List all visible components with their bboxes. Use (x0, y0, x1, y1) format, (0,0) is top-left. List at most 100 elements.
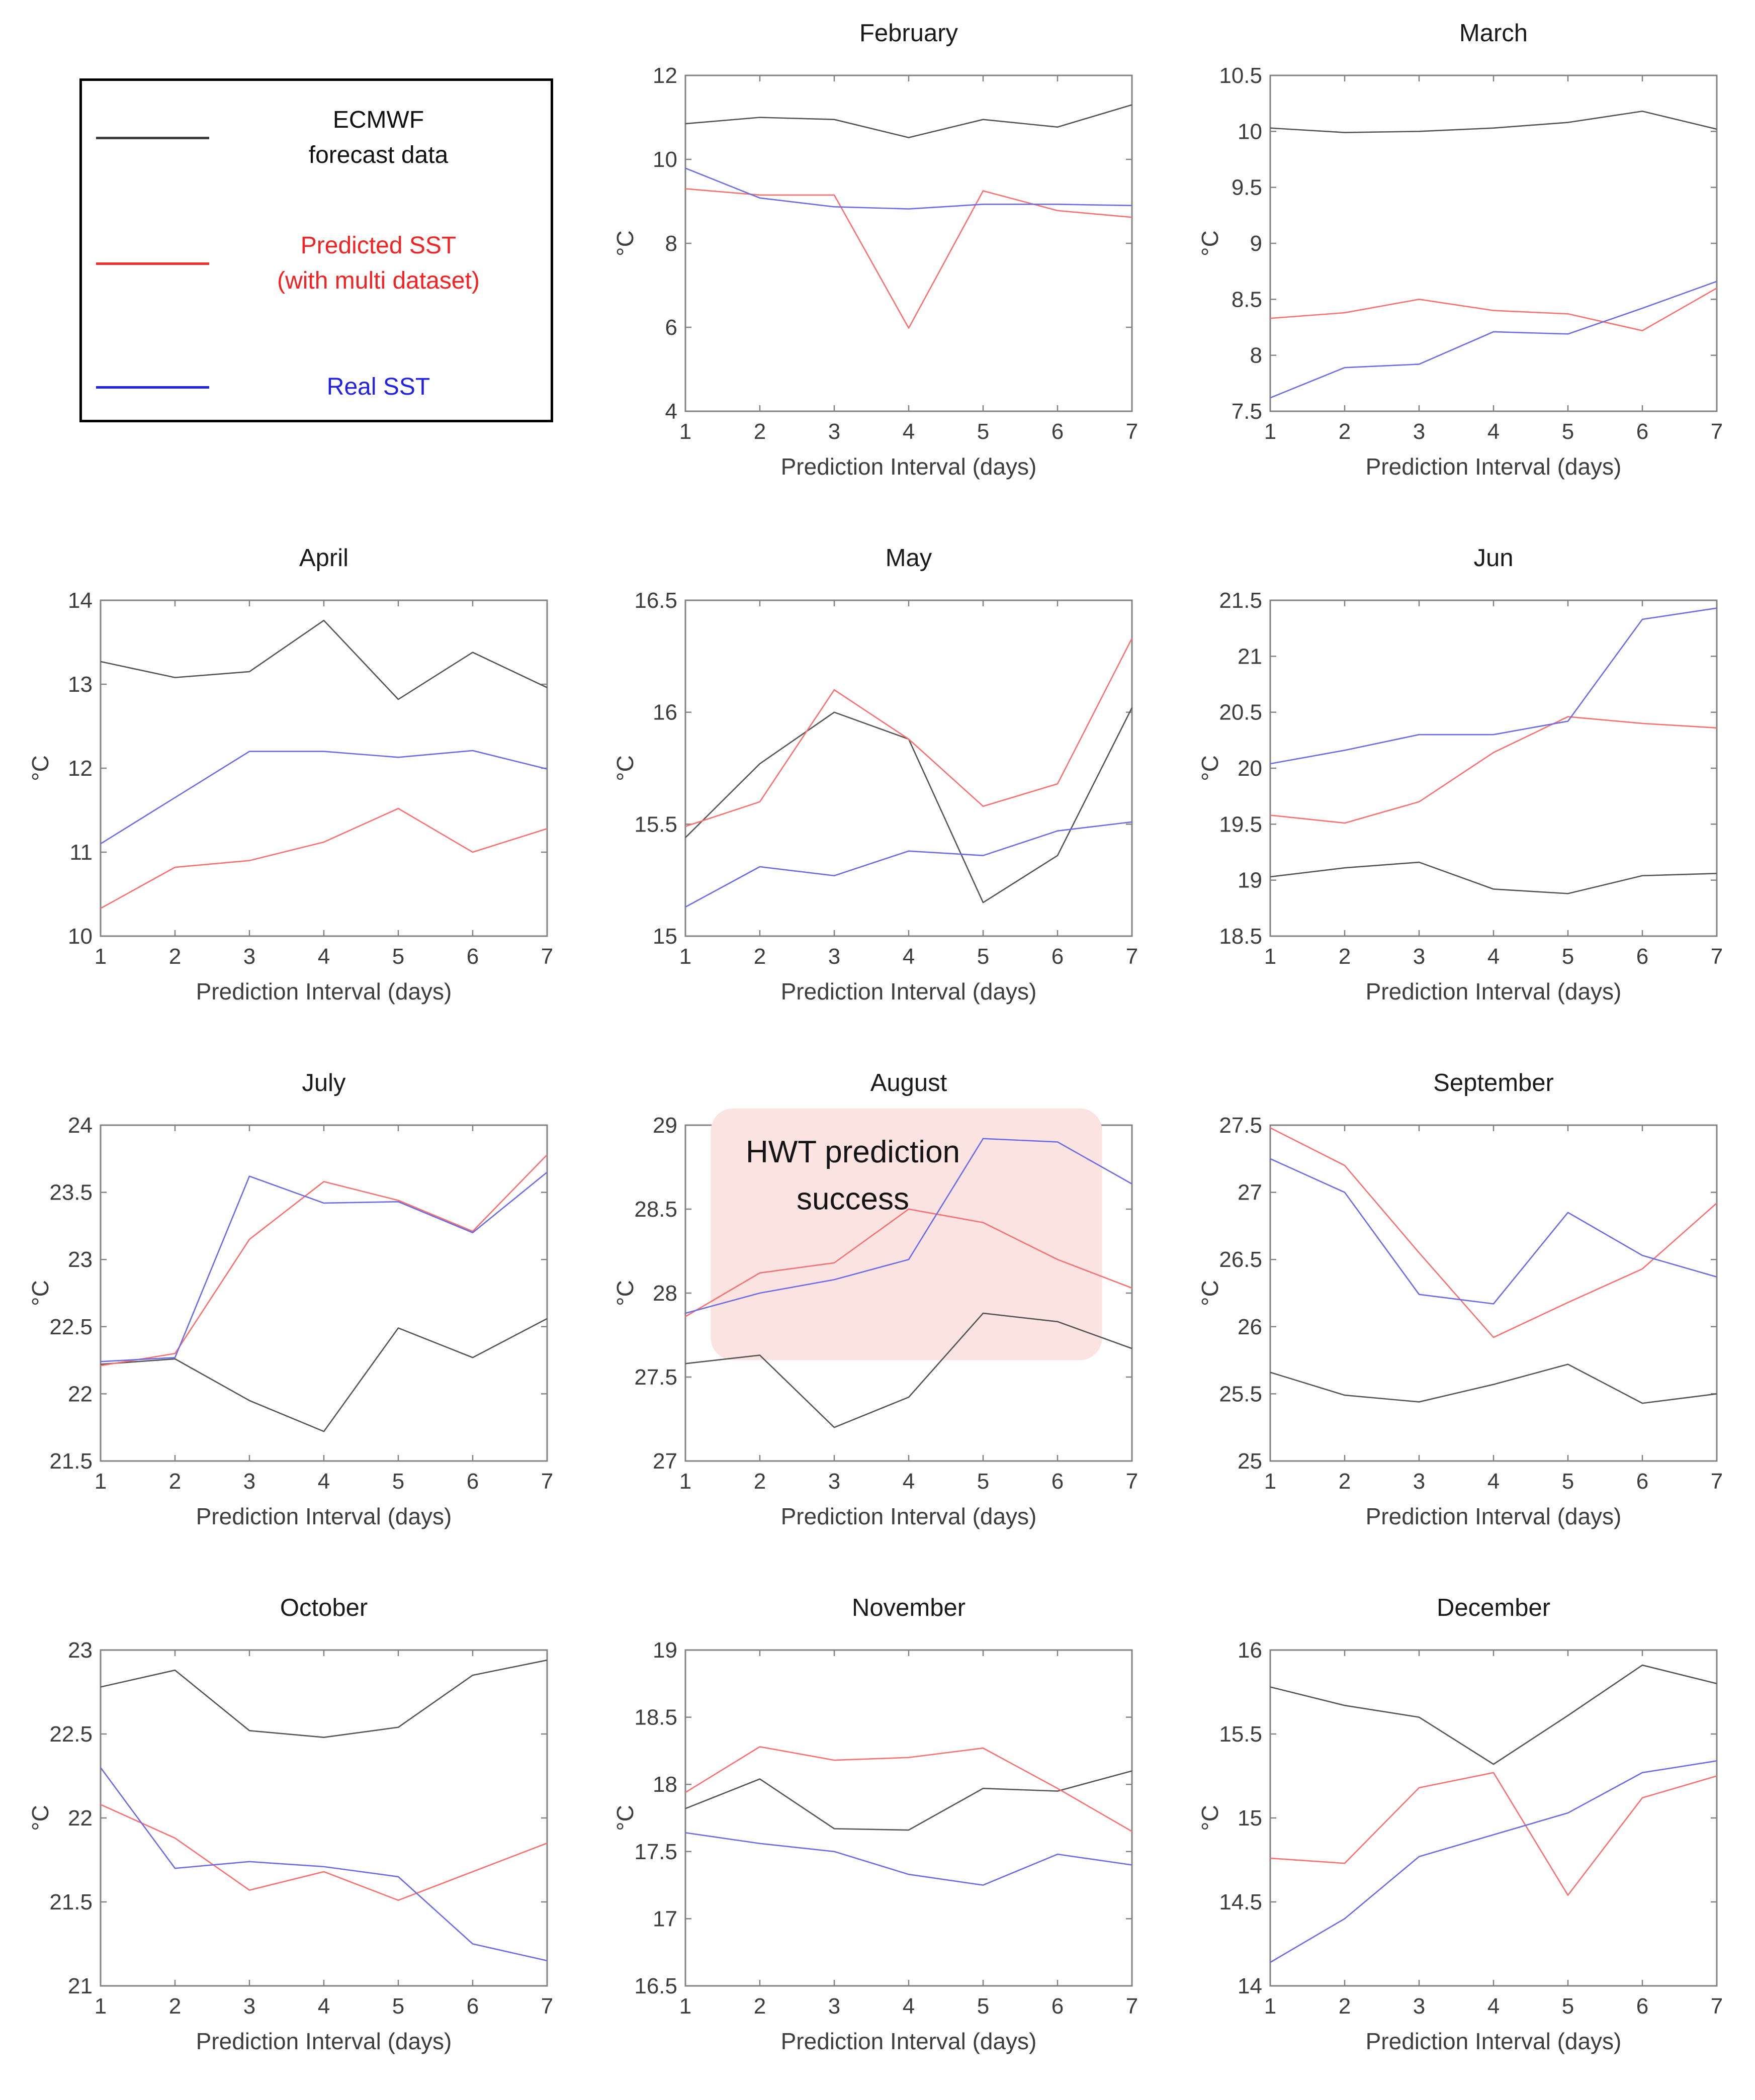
x-tick-label: 3 (243, 1994, 255, 2019)
y-axis-label: °C (612, 1280, 638, 1306)
y-tick-label: 22.5 (49, 1315, 93, 1339)
y-tick-label: 18.5 (1219, 924, 1262, 949)
x-tick-label: 2 (1339, 1469, 1351, 1494)
x-tick-label: 6 (467, 1469, 479, 1494)
y-tick-label: 22 (68, 1806, 93, 1831)
x-tick-label: 2 (1339, 1994, 1351, 2019)
x-tick-label: 4 (1487, 1994, 1500, 2019)
series-line-predicted-sst (1270, 1772, 1717, 1896)
y-tick-label: 19 (1238, 868, 1262, 893)
legend-label-ecmwf: ECMWF forecast data (222, 103, 542, 172)
x-tick-label: 4 (318, 1994, 330, 2019)
x-tick-label: 5 (1562, 944, 1574, 969)
plot-frame (100, 599, 548, 937)
y-tick-label: 21.5 (49, 1890, 93, 1914)
series-line-predicted-sst (100, 1154, 548, 1366)
y-tick-label: 12 (68, 756, 93, 781)
hwt-annotation-box (711, 1108, 1102, 1360)
chart-september: 1 2 3 4 5 6 7 25 25.5 26 26.5 27 27.5 September Predic… (1197, 1069, 1723, 1529)
series-line-ecmwf (685, 1312, 1132, 1428)
y-axis-label: °C (27, 1280, 53, 1306)
hwt-annotation-text: HWT prediction (746, 1135, 960, 1169)
y-tick-label: 27 (1238, 1180, 1262, 1205)
plot-frame (684, 74, 1133, 412)
y-tick-label: 23.5 (49, 1180, 93, 1205)
y-tick-label: 20.5 (1219, 700, 1262, 725)
chart-cell-december: 1 2 3 4 5 6 7 14 14.5 15 15.5 16 December Prediction … (1170, 1575, 1755, 2099)
chart-cell-march: 1 2 3 4 5 6 7 7.5 8 8.5 9 9.5 10 10.5 March Prediction … (1170, 0, 1755, 525)
chart-cell-august: 1 2 3 4 5 6 7 27 27.5 28 28.5 29 HWT prediction succe… (585, 1050, 1170, 1575)
x-tick-label: 5 (392, 1469, 404, 1494)
chart-cell-september: 1 2 3 4 5 6 7 25 25.5 26 26.5 27 27.5 September Predic… (1170, 1050, 1755, 1575)
x-tick-label: 2 (754, 944, 766, 969)
series-line-real-sst (100, 750, 548, 845)
y-tick-label: 16.5 (634, 1974, 677, 1998)
series-line-predicted-sst (1270, 1127, 1717, 1338)
x-tick-label: 4 (903, 419, 915, 444)
x-tick-label: 3 (1413, 1469, 1425, 1494)
x-tick-label: 6 (1636, 1469, 1648, 1494)
x-tick-label: 4 (318, 944, 330, 969)
x-tick-label: 7 (1711, 1994, 1723, 2019)
series-line-predicted-sst (1270, 716, 1717, 824)
x-tick-label: 1 (1264, 1994, 1276, 2019)
series-line-real-sst (685, 1832, 1132, 1886)
series-line-real-sst (100, 1171, 548, 1362)
y-axis-label: °C (1197, 1280, 1223, 1306)
legend-label-line: Real SST (326, 374, 430, 401)
legend-label-line: (with multi dataset) (277, 267, 480, 294)
y-axis-label: °C (612, 755, 638, 781)
series-line-real-sst (685, 821, 1132, 908)
legend-label-line: Predicted SST (300, 232, 457, 259)
x-tick-label: 3 (1413, 1994, 1425, 2019)
y-tick-label: 18 (653, 1772, 677, 1797)
legend-label-predicted-sst: Predicted SST (with multi dataset) (222, 228, 542, 298)
plot-frame (100, 1649, 548, 1987)
y-tick-label: 15.5 (634, 812, 677, 837)
chart-cell-april: 1 2 3 4 5 6 7 10 11 12 13 14 April Prediction Interva… (0, 525, 585, 1050)
chart-july: 1 2 3 4 5 6 721.52222.52323.524JulyPrediction … (27, 1069, 553, 1529)
chart-march: 1 2 3 4 5 6 7 7.5 8 8.5 9 9.5 10 10.5 March Prediction … (1197, 20, 1723, 480)
x-tick-label: 5 (1562, 419, 1574, 444)
series-line-real-sst (1270, 607, 1717, 765)
x-tick-label: 7 (1711, 1469, 1723, 1494)
plot-frame (1269, 1649, 1718, 1987)
x-tick-label: 1 (1264, 1469, 1276, 1494)
y-tick-label: 15.5 (1219, 1722, 1262, 1747)
chart-title: September (1433, 1069, 1554, 1097)
chart-august: 1 2 3 4 5 6 7 27 27.5 28 28.5 29 HWT prediction succe… (612, 1069, 1138, 1529)
x-tick-label: 4 (1487, 419, 1500, 444)
chart-title: November (852, 1594, 966, 1621)
series-line-predicted-sst (1270, 287, 1717, 331)
plot-frame (1269, 1124, 1718, 1462)
x-tick-label: 6 (467, 1994, 479, 2019)
plot-frame (100, 1124, 548, 1462)
legend-cell: ECMWF forecast data Predicted SST (with … (0, 0, 585, 525)
series-line-real-sst (1270, 1760, 1717, 1963)
x-tick-label: 7 (541, 1469, 553, 1494)
y-axis-label: °C (612, 1805, 638, 1831)
chart-jun: 1 2 3 4 5 6 7 18.5 19 19.5 20 20.5 21 21.5 Jun Predicti… (1197, 544, 1723, 1005)
x-tick-label: 6 (467, 944, 479, 969)
series-line-ecmwf (100, 1318, 548, 1432)
series-line-ecmwf (685, 1770, 1132, 1831)
x-tick-label: 3 (828, 1469, 840, 1494)
y-tick-label: 28 (653, 1281, 677, 1306)
x-tick-label: 7 (541, 944, 553, 969)
y-tick-label: 10 (1238, 119, 1262, 144)
chart-may: 1 2 3 4 5 6 7 15 15.5 16 16.5 May Prediction Interva… (612, 544, 1138, 1005)
x-tick-label: 1 (679, 1469, 691, 1494)
series-line-real-sst (1270, 281, 1717, 399)
x-tick-label: 5 (1562, 1994, 1574, 2019)
y-tick-label: 16.5 (634, 588, 677, 613)
y-tick-label: 26 (1238, 1315, 1262, 1339)
y-tick-label: 9 (1250, 231, 1262, 256)
x-tick-label: 1 (679, 1994, 691, 2019)
x-tick-label: 4 (318, 1469, 330, 1494)
series-line-ecmwf (1270, 110, 1717, 133)
plot-frame (1269, 599, 1718, 937)
y-tick-label: 28.5 (634, 1197, 677, 1222)
x-tick-label: 6 (1051, 419, 1064, 444)
